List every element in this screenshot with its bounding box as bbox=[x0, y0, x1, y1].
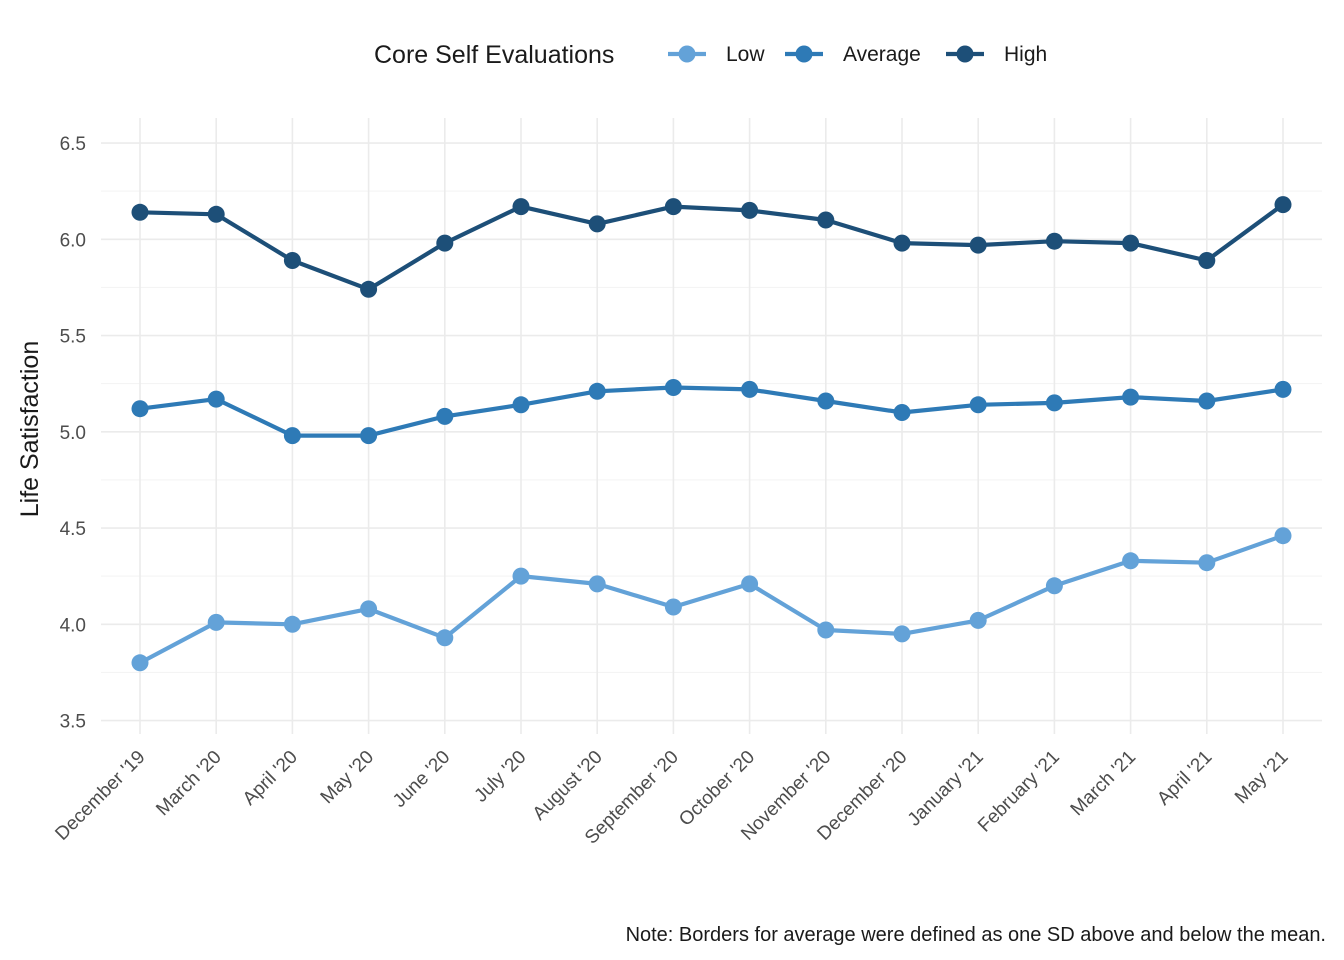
series-line bbox=[139, 202, 1285, 292]
data-point bbox=[817, 621, 835, 639]
data-point bbox=[1274, 196, 1292, 214]
data-point bbox=[969, 236, 987, 254]
data-point bbox=[1274, 380, 1292, 398]
data-point bbox=[741, 380, 759, 398]
data-point bbox=[131, 400, 149, 418]
legend-item-high: High bbox=[946, 43, 1047, 66]
x-tick-label: October '20 bbox=[675, 747, 759, 831]
data-point bbox=[588, 382, 606, 400]
data-point bbox=[360, 600, 378, 618]
data-point bbox=[436, 629, 454, 647]
x-tick-label: May '21 bbox=[1231, 747, 1292, 808]
data-point bbox=[1122, 234, 1140, 252]
data-point bbox=[1274, 527, 1292, 545]
series-average bbox=[131, 379, 1292, 445]
data-point bbox=[588, 575, 606, 593]
data-point bbox=[512, 567, 530, 585]
data-point bbox=[741, 201, 759, 219]
y-tick-label: 5.0 bbox=[60, 423, 86, 444]
data-point bbox=[131, 654, 149, 672]
data-point bbox=[1122, 552, 1140, 570]
legend-key-point bbox=[795, 45, 813, 63]
data-point bbox=[512, 396, 530, 414]
data-point bbox=[360, 427, 378, 445]
data-point bbox=[664, 379, 682, 396]
y-tick-label: 5.5 bbox=[60, 327, 86, 348]
y-tick-label: 4.5 bbox=[60, 519, 86, 540]
legend-label: Average bbox=[843, 43, 921, 66]
data-point bbox=[664, 598, 682, 616]
x-tick-label: August '20 bbox=[529, 747, 607, 825]
data-point bbox=[1045, 232, 1063, 250]
data-point bbox=[817, 211, 835, 229]
series-line bbox=[139, 533, 1284, 665]
legend-key-point bbox=[678, 45, 696, 63]
x-tick-label: April '20 bbox=[239, 747, 302, 810]
series-high bbox=[131, 196, 1292, 298]
y-tick-label: 6.0 bbox=[60, 230, 86, 251]
series-layer bbox=[131, 196, 1292, 672]
data-point bbox=[283, 427, 301, 445]
chart-caption: Note: Borders for average were defined a… bbox=[626, 924, 1326, 946]
legend-item-low: Low bbox=[668, 43, 765, 66]
legend-item-average: Average bbox=[785, 43, 921, 66]
legend-title: Core Self Evaluations bbox=[374, 41, 614, 69]
x-tick-label: January '21 bbox=[904, 747, 988, 831]
series-line bbox=[139, 385, 1284, 438]
y-axis-ticks: 3.5 4.0 4.5 5.0 5.5 6.0 6.5 bbox=[60, 134, 86, 733]
legend-label: Low bbox=[726, 43, 765, 66]
data-point bbox=[512, 198, 530, 216]
data-point bbox=[360, 280, 378, 298]
data-point bbox=[893, 404, 911, 421]
data-point bbox=[131, 203, 149, 221]
data-point bbox=[283, 252, 301, 269]
data-point bbox=[741, 575, 759, 593]
data-point bbox=[1045, 394, 1063, 412]
x-tick-label: March '20 bbox=[152, 747, 225, 820]
legend-label: High bbox=[1004, 43, 1047, 66]
data-point bbox=[1045, 577, 1063, 595]
y-tick-label: 4.0 bbox=[60, 615, 86, 636]
x-tick-label: July '20 bbox=[471, 747, 531, 807]
y-axis-title: Life Satisfaction bbox=[16, 341, 44, 518]
data-point bbox=[969, 396, 987, 414]
y-tick-label: 6.5 bbox=[60, 134, 86, 155]
data-point bbox=[969, 611, 987, 629]
data-point bbox=[893, 234, 911, 252]
data-point bbox=[207, 390, 225, 408]
x-tick-label: April '21 bbox=[1153, 747, 1216, 810]
data-point bbox=[283, 615, 301, 633]
data-point bbox=[588, 215, 606, 233]
y-tick-label: 3.5 bbox=[60, 712, 86, 733]
x-tick-label: March '21 bbox=[1067, 747, 1140, 820]
data-point bbox=[817, 392, 835, 410]
series-low bbox=[131, 527, 1292, 672]
legend: Core Self Evaluations Low Average High bbox=[374, 41, 1047, 69]
data-point bbox=[436, 407, 454, 425]
data-point bbox=[436, 234, 454, 252]
data-point bbox=[1198, 554, 1216, 572]
data-point bbox=[1198, 252, 1216, 269]
x-tick-label: May '20 bbox=[317, 747, 378, 808]
x-axis-ticks: December '19 March '20 April '20 May '20 Jun… bbox=[51, 747, 1292, 849]
data-point bbox=[664, 198, 682, 216]
x-tick-label: February '21 bbox=[974, 747, 1064, 837]
x-tick-label: June '20 bbox=[389, 747, 454, 812]
data-point bbox=[1198, 392, 1216, 410]
data-point bbox=[893, 625, 911, 643]
data-point bbox=[207, 613, 225, 631]
legend-key-point bbox=[956, 45, 974, 63]
data-point bbox=[207, 205, 225, 223]
data-point bbox=[1122, 388, 1140, 406]
x-tick-label: December '19 bbox=[51, 747, 149, 845]
